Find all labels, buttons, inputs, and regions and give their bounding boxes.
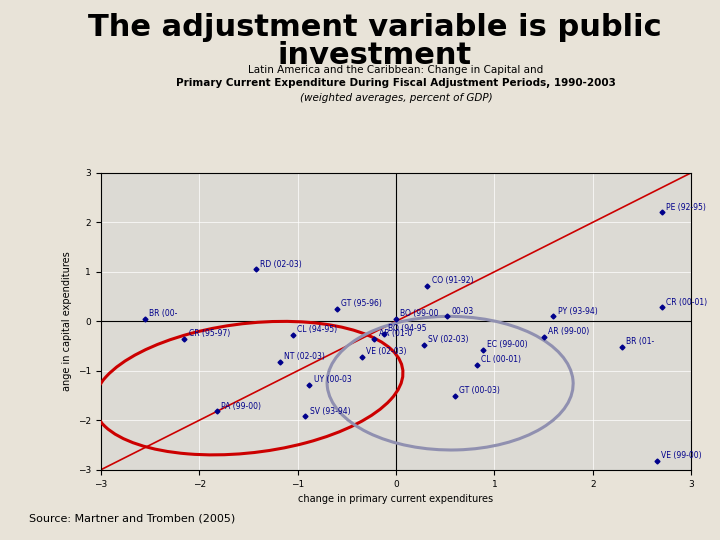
Text: AR (99-00): AR (99-00) <box>548 327 589 336</box>
Text: SV (93-94): SV (93-94) <box>310 407 350 416</box>
Text: Latin America and the Caribbean: Change in Capital and: Latin America and the Caribbean: Change … <box>248 65 544 75</box>
Text: PE (92-95): PE (92-95) <box>666 202 706 212</box>
Text: PY (93-94): PY (93-94) <box>557 307 598 315</box>
Text: Primary Current Expenditure During Fiscal Adjustment Periods, 1990-2003: Primary Current Expenditure During Fisca… <box>176 78 616 89</box>
Text: CL (94-95): CL (94-95) <box>297 326 337 334</box>
Text: 00-03: 00-03 <box>451 307 474 315</box>
Text: NT (02-03): NT (02-03) <box>284 352 325 361</box>
Text: RD (02-03): RD (02-03) <box>261 260 302 268</box>
Text: SV (02-03): SV (02-03) <box>428 335 468 345</box>
X-axis label: change in primary current expenditures: change in primary current expenditures <box>298 494 494 504</box>
Text: GT (00-03): GT (00-03) <box>459 386 500 395</box>
Text: EC (99-00): EC (99-00) <box>487 340 527 349</box>
Text: CO (91-92): CO (91-92) <box>432 276 473 285</box>
Text: UY (00-03: UY (00-03 <box>314 375 351 384</box>
Text: The adjustment variable is public: The adjustment variable is public <box>88 14 661 43</box>
Text: BR (00-: BR (00- <box>149 309 178 318</box>
Text: BO (94-95: BO (94-95 <box>388 324 427 333</box>
Text: CR (00-01): CR (00-01) <box>666 298 707 307</box>
Text: CL (00-01): CL (00-01) <box>481 355 521 364</box>
Text: CR (95-97): CR (95-97) <box>189 329 230 338</box>
Text: VE (99-00): VE (99-00) <box>661 451 701 460</box>
Text: BO (99-00: BO (99-00 <box>400 309 438 318</box>
Text: PA (99-00): PA (99-00) <box>221 402 261 410</box>
Text: AR (01-0: AR (01-0 <box>379 329 412 338</box>
Text: Source: Martner and Tromben (2005): Source: Martner and Tromben (2005) <box>29 514 235 524</box>
Text: (weighted averages, percent of GDP): (weighted averages, percent of GDP) <box>300 93 492 103</box>
Text: BR (01-: BR (01- <box>626 338 654 346</box>
Text: investment: investment <box>277 40 472 70</box>
Y-axis label: ange in capital expenditures: ange in capital expenditures <box>62 252 72 391</box>
Text: GT (95-96): GT (95-96) <box>341 299 382 308</box>
Text: VE (02-03): VE (02-03) <box>366 347 406 356</box>
